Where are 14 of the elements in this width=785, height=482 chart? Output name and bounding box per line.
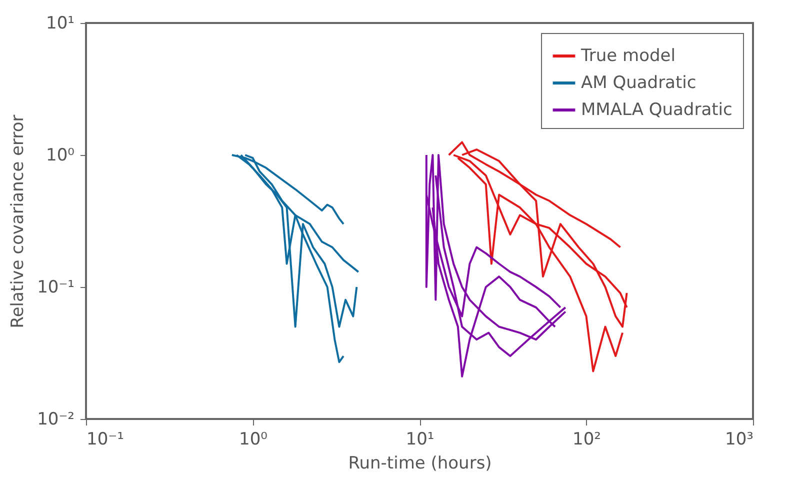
- y-tick-label: 10⁻¹: [37, 278, 74, 298]
- y-axis-title: Relative covariance error: [8, 114, 28, 328]
- legend-label: True model: [580, 46, 676, 66]
- legend-label: MMALA Quadratic: [581, 100, 732, 120]
- legend-label: AM Quadratic: [581, 73, 696, 93]
- x-axis-title: Run-time (hours): [348, 454, 492, 474]
- x-tick-label: 10³: [725, 430, 754, 450]
- y-tick-label: 10⁻²: [37, 410, 74, 430]
- x-tick-label: 10²: [572, 430, 601, 450]
- y-tick-label: 10⁰: [46, 146, 75, 166]
- y-tick-label: 10¹: [46, 14, 74, 34]
- x-tick-label: 10⁰: [239, 430, 268, 450]
- x-tick-label: 10¹: [406, 430, 434, 450]
- x-tick-label: 10⁻¹: [86, 430, 124, 450]
